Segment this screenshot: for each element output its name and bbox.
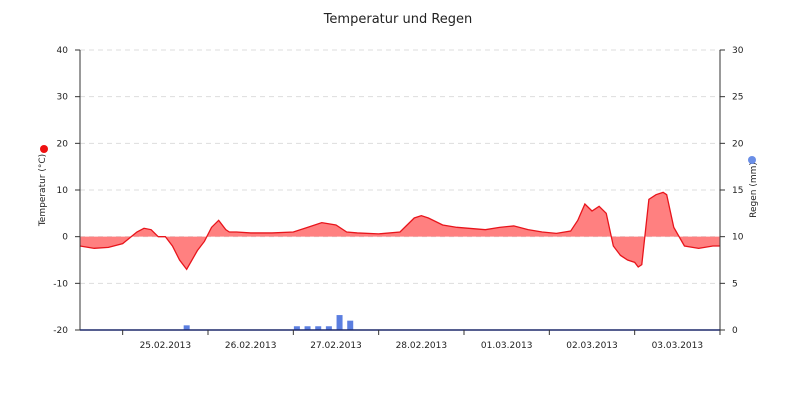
x-tick-label: 03.03.2013 [652,341,704,351]
y-left-tick-label: 40 [57,46,69,56]
x-tick-label: 26.02.2013 [225,341,277,351]
x-tick-label: 01.03.2013 [481,341,533,351]
chart-title: Temperatur und Regen [323,12,473,27]
y-right-tick-label: 10 [732,233,744,243]
temperature-legend-marker [40,145,48,153]
temperature-area-layer [79,191,720,271]
y-left-tick-label: -10 [53,279,68,289]
x-tick-label: 28.02.2013 [396,341,448,351]
y-right-tick-label: 5 [732,279,738,289]
y-left-tick-label: 30 [57,93,69,103]
temperature-area [80,192,720,270]
x-tick-label: 02.03.2013 [566,341,618,351]
x-tick-label: 27.02.2013 [310,341,362,351]
y-axis-right-label: Regen (mm) [749,162,759,218]
rain-bar [347,320,354,330]
axis-layer: -20 -10 0 10 20 30 40 0 5 10 15 20 25 30 25.02.2013 26.… [53,46,743,351]
y-right-tick-label: 15 [732,186,743,196]
rain-bar [293,326,300,330]
rain-bar [304,326,311,330]
y-right-tick-label: 0 [732,326,738,336]
y-left-tick-label: 20 [57,139,69,149]
y-axis-left-label: Temperatur (°C) [38,154,48,227]
y-right-tick-label: 20 [732,139,744,149]
y-right-tick-label: 25 [732,93,743,103]
rain-bar [183,325,190,330]
rain-bar-layer [183,315,354,330]
y-right-tick-label: 30 [732,46,744,56]
rain-bar [336,315,343,330]
rain-legend-marker [748,156,756,164]
y-left-tick-label: 10 [57,186,69,196]
rain-bar [325,326,332,330]
temperature-line [79,191,720,271]
rain-bar [315,326,322,330]
y-left-tick-label: -20 [53,326,68,336]
x-tick-label: 25.02.2013 [140,341,192,351]
y-left-tick-label: 0 [62,233,68,243]
